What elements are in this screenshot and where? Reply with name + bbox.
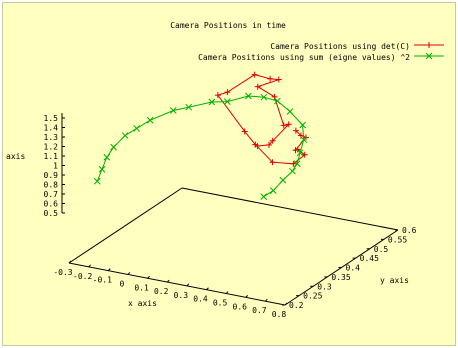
x-tick xyxy=(186,283,190,287)
x-axis-line xyxy=(68,262,286,306)
x-tick xyxy=(206,287,209,291)
x-tick-label: 0.6 xyxy=(233,302,248,311)
x-tick-label: -0.3 xyxy=(53,268,72,277)
y-tick-label: 0.5 xyxy=(374,245,389,254)
data-point-marker xyxy=(169,107,177,114)
z-tick-label: 1.3 xyxy=(44,133,59,142)
z-tick-label: 0.6 xyxy=(44,200,59,209)
data-point-marker xyxy=(286,108,294,115)
data-point-marker xyxy=(146,116,154,124)
chart-title: Camera Positions in time xyxy=(170,21,286,30)
data-point-marker xyxy=(185,103,193,111)
series-group xyxy=(93,71,309,200)
y-axis-label: y axis xyxy=(380,276,409,285)
z-tick-label: 1.2 xyxy=(44,143,59,152)
y-tick-label: 0.55 xyxy=(388,235,407,244)
data-point-marker xyxy=(260,93,268,101)
x-tick-label: 0.4 xyxy=(193,295,208,304)
y-tick-label: 0.45 xyxy=(360,254,379,263)
data-point-marker xyxy=(98,165,106,173)
x-tick-label: 0.7 xyxy=(252,306,267,315)
data-point-marker xyxy=(93,177,101,185)
x-tick xyxy=(225,291,229,294)
series-line-1 xyxy=(96,95,305,198)
data-point-marker xyxy=(223,98,231,105)
z-tick-label: 1.1 xyxy=(44,152,59,161)
x-tick-label: 0.5 xyxy=(213,299,228,308)
x-tick xyxy=(68,260,72,264)
data-point-marker xyxy=(103,153,111,161)
z-tick-label: 0.8 xyxy=(44,181,59,190)
x-tick-label: 0.1 xyxy=(134,283,149,292)
y-tick-label: 0.35 xyxy=(331,273,350,282)
y-tick-label: 0.4 xyxy=(346,264,361,273)
x-tick xyxy=(127,272,131,275)
data-point-marker xyxy=(274,97,281,105)
x-tick xyxy=(166,279,170,283)
legend-label-eigen: Camera Positions using sum (eigne values… xyxy=(198,53,410,62)
z-tick-label: 0.5 xyxy=(44,209,59,218)
data-point-marker xyxy=(279,176,287,184)
x-tick xyxy=(147,275,150,279)
z-tick-label: 1.4 xyxy=(44,124,59,133)
x-tick xyxy=(88,264,91,268)
x-tick xyxy=(284,302,288,306)
data-point-marker xyxy=(110,143,117,151)
data-point-marker xyxy=(289,167,296,175)
data-point-marker xyxy=(245,92,252,100)
x-tick-label: -0.1 xyxy=(93,276,112,285)
x-tick-label: -0.2 xyxy=(73,272,92,281)
y-tick-label: 0.3 xyxy=(317,282,332,291)
data-point-marker xyxy=(269,187,277,194)
y-tick-label: 0.6 xyxy=(402,226,417,235)
data-point-marker xyxy=(425,52,433,60)
x-tick-label: 0.2 xyxy=(154,287,169,296)
z-tick-label: 0.9 xyxy=(44,171,59,180)
y-tick-label: 0.25 xyxy=(303,292,322,301)
x-tick xyxy=(265,298,268,302)
data-point-marker xyxy=(299,121,306,129)
data-point-marker xyxy=(296,149,304,157)
x-axis-label: x axis xyxy=(128,299,157,308)
x-tick-label: 0.8 xyxy=(272,310,287,319)
data-point-marker xyxy=(121,132,129,139)
data-point-marker xyxy=(260,193,268,200)
x-tick-label: 0 xyxy=(119,279,124,288)
data-point-marker xyxy=(300,136,308,144)
data-point-marker xyxy=(293,160,301,168)
left-edge-line xyxy=(68,187,183,264)
z-tick-label: 1 xyxy=(53,162,58,171)
plot-background xyxy=(2,2,456,346)
data-point-marker xyxy=(208,98,216,106)
y-tick-label: 0.2 xyxy=(289,301,304,310)
x-tick xyxy=(245,295,249,298)
z-axis-label: axis xyxy=(6,152,25,161)
back-edge-line xyxy=(181,187,399,231)
z-tick-label: 0.7 xyxy=(44,190,59,199)
legend-group xyxy=(414,42,444,60)
legend-label-det: Camera Positions using det(C) xyxy=(270,42,410,51)
x-tick-label: 0.3 xyxy=(174,291,189,300)
data-point-marker xyxy=(133,125,141,132)
axes-group: -0.3 -0.2 -0.1 0 0.1 0.2 0.3 0.4 0.5 0.6 0.7 0.80.2… xyxy=(44,113,417,319)
x-tick xyxy=(107,268,111,271)
z-tick-label: 1.5 xyxy=(44,114,59,123)
